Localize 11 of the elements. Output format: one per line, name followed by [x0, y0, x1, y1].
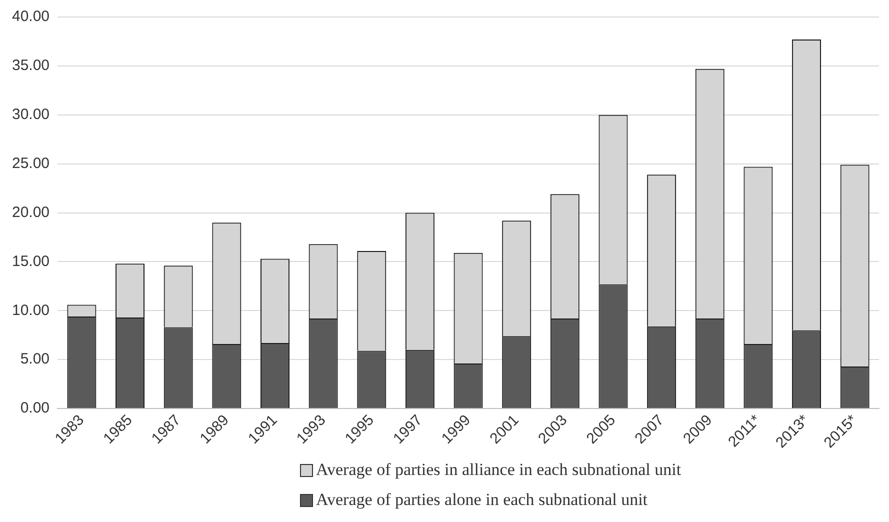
- y-tick-label: 10.00: [12, 302, 50, 319]
- legend-label: Average of parties in alliance in each subnational unit: [316, 460, 682, 480]
- y-tick-label: 35.00: [12, 57, 50, 74]
- y-tick-label: 40.00: [12, 8, 50, 26]
- y-tick-label: 5.00: [20, 350, 50, 368]
- y-tick-label: 30.00: [12, 106, 50, 124]
- y-tick-label: 0.00: [20, 400, 50, 417]
- y-tick-label: 25.00: [12, 154, 50, 172]
- legend-label: Average of parties alone in each subnational unit: [316, 490, 648, 510]
- y-tick-label: 15.00: [12, 252, 50, 270]
- y-tick-label: 20.00: [12, 204, 50, 221]
